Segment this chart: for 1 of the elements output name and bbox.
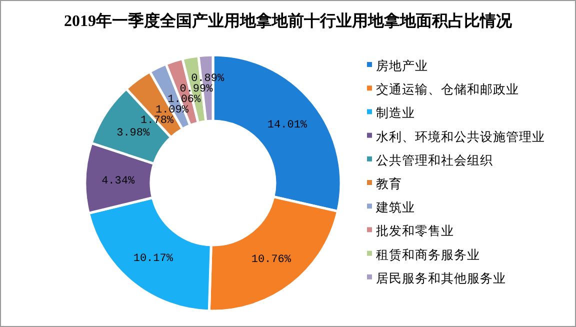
title: 2019年一季度全国产业用地拿地前十行业用地拿地面积占比情况 (64, 13, 512, 30)
